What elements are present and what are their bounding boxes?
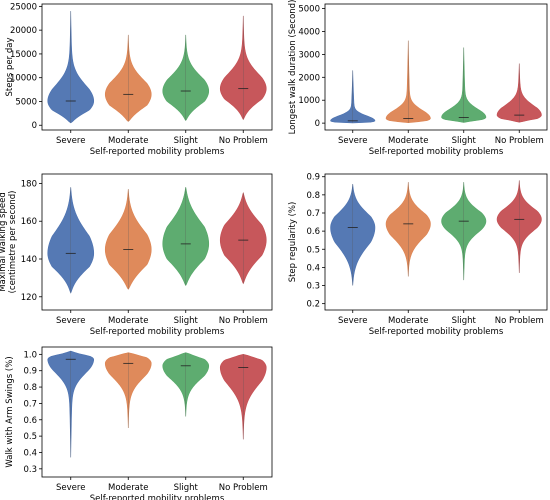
y-tick-label: 3000 [298, 50, 320, 60]
y-tick-label: 2000 [298, 73, 320, 83]
y-tick-label: 25000 [10, 2, 37, 12]
y-axis-label: Longest walk duration (Second) [288, 0, 298, 134]
y-axis-label-line: Steps per day [5, 38, 15, 97]
y-tick-label: 0.4 [23, 448, 37, 458]
y-axis-label: Walk with Arm Swings (%) [5, 356, 15, 467]
x-category-label: Severe [56, 136, 85, 146]
y-tick-label: 20000 [10, 26, 37, 36]
x-category-label: Severe [56, 483, 85, 493]
x-category-label: No Problem [219, 316, 268, 326]
plot-frame [324, 3, 548, 131]
y-tick-label: 0 [315, 119, 320, 129]
x-category-label: Severe [338, 316, 367, 326]
y-tick-label: 0.8 [23, 383, 37, 393]
y-tick-label: 10000 [10, 74, 37, 84]
x-axis-label: Self-reported mobility problems [369, 147, 504, 157]
violin-panel-5: 0.3 0.4 0.5 0.6 0.7 0.8 0.9 1.0 Severe Moderate Sl… [5, 346, 273, 500]
y-axis-label-line: (centimetre per second) [8, 191, 18, 294]
plot-frame [41, 3, 273, 131]
x-category-label: Moderate [388, 316, 428, 326]
y-tick-label: 0.3 [23, 465, 37, 475]
x-category-label: Slight [174, 483, 199, 493]
x-category-label: Severe [338, 136, 367, 146]
y-axis-label-line: Step regularity (%) [288, 202, 298, 283]
x-category-label: No Problem [495, 136, 544, 146]
y-axis-label: Steps per day [5, 38, 15, 97]
y-tick-label: 0.6 [306, 227, 320, 237]
y-tick-label: 180 [21, 179, 37, 189]
y-tick-label: 120 [21, 293, 37, 303]
x-category-label: Slight [452, 316, 477, 326]
violin-panel-3: 120 140 160 180 Severe Moderate Slight No Probl… [0, 173, 273, 337]
y-tick-label: 5000 [15, 97, 37, 107]
x-category-label: Moderate [108, 136, 148, 146]
y-tick-label: 0.8 [306, 191, 320, 201]
y-tick-label: 15000 [10, 50, 37, 60]
x-axis-label: Self-reported mobility problems [369, 327, 504, 337]
y-tick-label: 0.5 [23, 432, 37, 442]
y-tick-label: 0.3 [306, 282, 320, 292]
y-tick-label: 4000 [298, 27, 320, 37]
x-category-label: No Problem [219, 483, 268, 493]
x-category-label: Slight [174, 316, 199, 326]
x-category-label: No Problem [219, 136, 268, 146]
y-axis-label: Step regularity (%) [288, 202, 298, 283]
y-tick-label: 0.7 [23, 399, 37, 409]
plot-frame [41, 346, 273, 478]
y-tick-label: 0.2 [306, 300, 320, 310]
y-tick-label: 1.0 [23, 350, 37, 360]
x-category-label: Moderate [108, 483, 148, 493]
x-category-label: Moderate [388, 136, 428, 146]
x-category-label: Moderate [108, 316, 148, 326]
plot-frame [41, 173, 273, 311]
y-tick-label: 0.4 [306, 263, 320, 273]
y-tick-label: 5000 [298, 5, 320, 15]
y-tick-label: 0.9 [306, 173, 320, 183]
plot-frame [324, 173, 548, 311]
x-category-label: Slight [452, 136, 477, 146]
x-category-label: Severe [56, 316, 85, 326]
violin-panel-4: 0.2 0.3 0.4 0.5 0.6 0.7 0.8 0.9 Severe Moderate Sl… [288, 173, 548, 337]
y-tick-label: 0.5 [306, 245, 320, 255]
y-tick-label: 1000 [298, 96, 320, 106]
y-tick-label: 0.6 [23, 416, 37, 426]
y-axis-label-line: Walk with Arm Swings (%) [5, 356, 15, 467]
y-tick-label: 0.7 [306, 209, 320, 219]
x-category-label: Slight [174, 136, 199, 146]
x-axis-label: Self-reported mobility problems [90, 147, 225, 157]
x-axis-label: Self-reported mobility problems [90, 494, 225, 500]
violin-panel-2: 0 1000 2000 3000 4000 5000 Severe Moderate Sligh… [288, 0, 548, 157]
y-tick-label: 140 [21, 255, 37, 265]
x-axis-label: Self-reported mobility problems [90, 327, 225, 337]
y-axis-label: Maximal walking speed(centimetre per sec… [0, 191, 18, 294]
x-category-label: No Problem [495, 316, 544, 326]
y-tick-label: 160 [21, 217, 37, 227]
y-tick-label: 0.9 [23, 367, 37, 377]
y-axis-label-line: Maximal walking speed [0, 192, 8, 291]
y-tick-label: 0 [32, 121, 37, 131]
y-axis-label-line: Longest walk duration (Second) [288, 0, 298, 134]
